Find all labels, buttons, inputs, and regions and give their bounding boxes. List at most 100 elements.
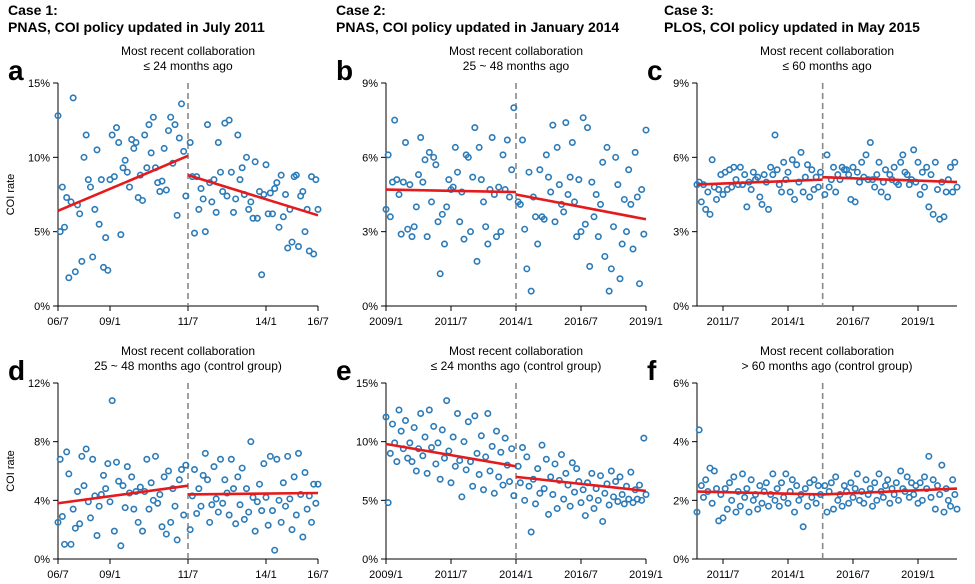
panel-d-data-point bbox=[134, 518, 142, 526]
panel-c-data-point bbox=[884, 193, 892, 201]
panel-c-data-point bbox=[756, 193, 764, 201]
panel-a-y-tick-label: 15% bbox=[28, 78, 50, 90]
panel-e-data-point bbox=[551, 460, 559, 468]
panel-f-data-point bbox=[777, 479, 785, 487]
panel-a-data-point bbox=[139, 196, 147, 204]
panel-a-data-point bbox=[312, 176, 320, 184]
panel-b-trend-before bbox=[385, 188, 517, 194]
panel-e-data-point bbox=[432, 460, 440, 468]
panel-c-y-tick-label: 3% bbox=[673, 227, 689, 239]
panel-e-data-point bbox=[516, 479, 524, 487]
panel-d-data-point bbox=[74, 488, 82, 496]
panel-e-data-point bbox=[464, 418, 472, 426]
panel-b-data-point bbox=[492, 233, 500, 241]
panel-d-data-point bbox=[232, 520, 240, 528]
panel-d-data-point bbox=[195, 485, 203, 493]
panel-d-data-point bbox=[54, 518, 62, 526]
panel-a-data-point bbox=[230, 208, 238, 216]
panel-e-data-point bbox=[427, 444, 435, 452]
panel-b-data-point bbox=[414, 171, 422, 179]
panel-b-data-point bbox=[540, 215, 548, 223]
panel-a-data-point bbox=[54, 112, 62, 120]
panel-f-data-point bbox=[812, 499, 820, 507]
panel-f-data-point bbox=[910, 490, 918, 498]
panel-f-data-point bbox=[823, 508, 831, 516]
panel-e-data-point bbox=[577, 499, 585, 507]
panel-f-y-tick-label: 6% bbox=[673, 378, 689, 390]
panel-f-data-point bbox=[771, 496, 779, 504]
panel-d-data-point bbox=[191, 466, 199, 474]
panel-b-y-tick-label: 9% bbox=[362, 78, 378, 90]
panel-a-data-point bbox=[301, 228, 309, 236]
panel-d-data-point bbox=[193, 510, 201, 518]
panel-b-data-point bbox=[495, 183, 503, 191]
panel-a-data-point bbox=[288, 238, 296, 246]
panel-d-data-point bbox=[314, 480, 322, 488]
panel-e-data-point bbox=[620, 500, 628, 508]
panel-e-data-point bbox=[401, 417, 409, 425]
panel-f-data-point bbox=[951, 490, 959, 498]
panel-b-data-point bbox=[408, 233, 416, 241]
panel-d-data-point bbox=[104, 460, 112, 468]
panel-f-data-point bbox=[801, 485, 809, 493]
panel-a-data-point bbox=[201, 228, 209, 236]
panel-d-data-point bbox=[307, 518, 315, 526]
panel-f-data-point bbox=[814, 482, 822, 490]
panel-f-data-point bbox=[853, 470, 861, 478]
panel-f-data-point bbox=[873, 496, 881, 504]
panel-e-trend-before bbox=[385, 442, 517, 468]
panel-e-data-point bbox=[443, 397, 451, 405]
panel-a-data-point bbox=[310, 250, 318, 258]
panel-e-data-point bbox=[534, 465, 542, 473]
panel-b-data-point bbox=[536, 166, 544, 174]
panel-f-data-point bbox=[940, 508, 948, 516]
panel-f-y-tick-label: 4% bbox=[673, 437, 689, 449]
panel-c-y-tick-label: 0% bbox=[673, 301, 689, 313]
panel-c-title: Most recent collaboration bbox=[760, 44, 894, 58]
panel-a-y-tick-label: 5% bbox=[34, 227, 50, 239]
panel-a-data-point bbox=[271, 185, 279, 193]
panel-e-data-point bbox=[412, 467, 420, 475]
panel-a-data-point bbox=[165, 127, 173, 135]
panel-a-data-point bbox=[238, 164, 246, 172]
panel-e-data-point bbox=[469, 482, 477, 490]
panel-a-data-point bbox=[214, 138, 222, 146]
panel-a-data-point bbox=[171, 121, 179, 129]
panel-e-x-tick-label: 2014/1 bbox=[499, 569, 533, 581]
panel-f-data-point bbox=[953, 505, 961, 513]
panel-e-data-point bbox=[505, 478, 513, 486]
panel-a-data-point bbox=[299, 188, 307, 196]
panel-d-data-point bbox=[76, 520, 84, 528]
panel-b-data-point bbox=[553, 143, 561, 151]
panel-d-data-point bbox=[310, 480, 318, 488]
panel-b-data-point bbox=[384, 151, 392, 159]
panel-a-data-point bbox=[95, 220, 103, 228]
panel-a-data-point bbox=[186, 138, 194, 146]
panel-c-trend-after bbox=[822, 175, 958, 184]
panel-d-data-point bbox=[217, 455, 225, 463]
panel-b-data-point bbox=[525, 168, 533, 176]
panel-a-data-point bbox=[69, 94, 77, 102]
panel-f-data-point bbox=[881, 482, 889, 490]
panel-e-data-point bbox=[458, 493, 466, 501]
panel-a-data-point bbox=[219, 188, 227, 196]
panel-b-data-point bbox=[401, 138, 409, 146]
panel-e-data-point bbox=[625, 495, 633, 503]
panel-d-data-point bbox=[264, 521, 272, 529]
panel-c-data-point bbox=[719, 191, 727, 199]
panel-a-group: a Most recent collaboration≤ 24 months ag… bbox=[5, 44, 329, 328]
panel-f-subtitle: > 60 months ago (control group) bbox=[741, 359, 912, 373]
panel-b-data-point bbox=[473, 257, 481, 265]
panel-d-data-point bbox=[154, 499, 162, 507]
panel-e-data-point bbox=[419, 452, 427, 460]
panel-f-data-point bbox=[925, 452, 933, 460]
panel-e-data-point bbox=[538, 441, 546, 449]
case-1-header: Case 1: PNAS, COI policy updated in July… bbox=[8, 2, 265, 36]
panel-c-data-point bbox=[697, 198, 705, 206]
panel-b-data-point bbox=[393, 176, 401, 184]
panel-f-data-point bbox=[892, 479, 900, 487]
panel-a-data-point bbox=[262, 161, 270, 169]
panel-c-trend-before bbox=[696, 178, 823, 186]
panel-d-data-point bbox=[221, 476, 229, 484]
panel-a-data-point bbox=[60, 223, 68, 231]
